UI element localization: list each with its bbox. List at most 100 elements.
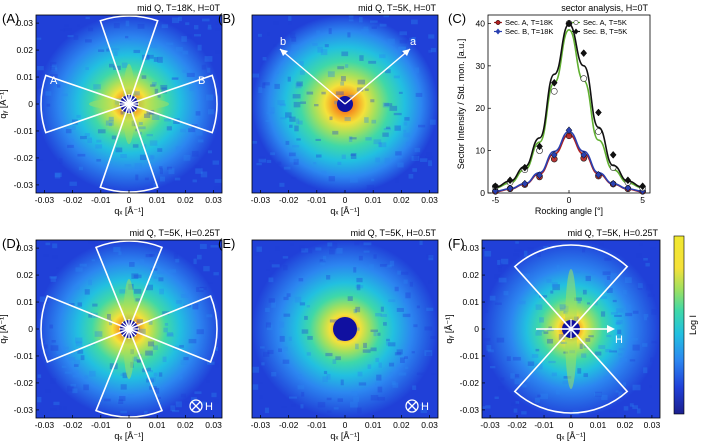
noise-speckle <box>262 56 267 61</box>
noise-speckle <box>332 359 337 364</box>
noise-speckle <box>263 351 270 357</box>
noise-speckle <box>416 305 420 309</box>
noise-speckle <box>540 393 549 400</box>
noise-speckle <box>288 396 297 399</box>
noise-speckle <box>287 76 291 82</box>
legend-marker <box>573 20 579 25</box>
noise-speckle <box>267 349 274 355</box>
noise-speckle <box>604 281 613 287</box>
noise-speckle <box>391 381 396 386</box>
noise-speckle <box>399 31 407 36</box>
x-tick-label: -0.02 <box>63 195 83 205</box>
noise-speckle <box>315 247 322 251</box>
noise-speckle <box>393 112 402 116</box>
data-point <box>595 108 602 117</box>
noise-speckle <box>622 289 627 295</box>
noise-speckle <box>114 51 118 56</box>
y-axis-label: qᵧ [Å⁻¹] <box>0 314 8 343</box>
noise-speckle <box>590 271 596 275</box>
noise-speckle <box>207 27 212 30</box>
y-axis-label: qᵧ [Å⁻¹] <box>444 314 454 343</box>
noise-speckle <box>397 162 404 168</box>
noise-speckle <box>139 154 147 161</box>
noise-speckle <box>183 356 189 361</box>
noise-speckle <box>498 277 507 283</box>
plot-title: mid Q, T=5K, H=0T <box>358 3 436 13</box>
noise-speckle <box>403 129 407 133</box>
noise-speckle <box>301 329 309 334</box>
noise-speckle <box>73 285 80 290</box>
noise-speckle <box>283 313 291 317</box>
noise-speckle <box>404 356 408 359</box>
noise-speckle <box>207 67 211 73</box>
noise-speckle <box>306 305 310 308</box>
noise-speckle <box>398 46 407 51</box>
noise-speckle <box>69 303 75 306</box>
noise-speckle <box>398 49 402 56</box>
x-tick-label: 0.03 <box>644 420 661 430</box>
noise-speckle <box>649 246 657 250</box>
noise-speckle <box>50 345 59 351</box>
noise-speckle <box>115 147 123 153</box>
noise-speckle <box>77 302 83 307</box>
noise-speckle <box>583 373 588 378</box>
noise-speckle <box>183 154 191 161</box>
noise-speckle <box>494 396 499 399</box>
noise-speckle <box>259 394 263 399</box>
arrow-label-b: b <box>280 36 286 48</box>
noise-speckle <box>632 344 640 351</box>
legend-entry: Sec. B, T=5K <box>583 27 627 36</box>
noise-speckle <box>281 405 287 409</box>
noise-speckle <box>98 49 105 52</box>
noise-speckle <box>175 46 183 52</box>
noise-speckle <box>378 362 382 368</box>
panel-label: (E) <box>218 236 235 251</box>
noise-speckle <box>326 397 332 401</box>
noise-speckle <box>150 155 155 159</box>
field-into-page-icon <box>189 399 203 413</box>
noise-speckle <box>375 357 380 363</box>
noise-speckle <box>610 273 617 279</box>
noise-speckle <box>648 384 653 389</box>
noise-speckle <box>49 324 53 329</box>
noise-speckle <box>60 28 65 32</box>
noise-speckle <box>197 139 204 143</box>
noise-speckle <box>551 372 557 377</box>
noise-speckle <box>515 401 520 404</box>
panel-label: (D) <box>2 236 20 251</box>
arrow-label-a: a <box>410 36 417 48</box>
y-tick-label: -0.03 <box>14 180 34 190</box>
noise-speckle <box>539 295 548 298</box>
sector-outline <box>40 74 132 134</box>
noise-speckle <box>559 307 565 311</box>
noise-speckle <box>274 245 280 251</box>
x-tick-label: 0 <box>569 420 574 430</box>
beamstop <box>333 317 357 341</box>
noise-speckle <box>316 30 321 35</box>
noise-speckle <box>206 94 214 101</box>
noise-speckle <box>211 392 217 398</box>
noise-speckle <box>176 300 182 304</box>
noise-speckle <box>389 260 395 267</box>
x-tick-label: 0.02 <box>617 420 634 430</box>
noise-speckle <box>134 163 143 169</box>
noise-speckle <box>45 242 51 246</box>
y-tick-label: -0.01 <box>14 351 34 361</box>
noise-speckle <box>117 399 124 403</box>
panel-label: (F) <box>448 236 465 251</box>
noise-speckle <box>535 331 542 336</box>
noise-speckle <box>146 284 154 291</box>
noise-speckle <box>252 73 260 78</box>
noise-speckle <box>582 289 587 295</box>
noise-speckle <box>400 357 405 363</box>
noise-speckle <box>180 128 187 133</box>
noise-speckle <box>602 271 611 276</box>
noise-speckle <box>178 16 182 22</box>
direction-arrow-a <box>344 48 411 105</box>
noise-speckle <box>57 84 61 88</box>
noise-speckle <box>293 158 299 165</box>
noise-speckle <box>496 337 505 343</box>
noise-speckle <box>298 278 304 282</box>
noise-speckle <box>430 336 437 339</box>
